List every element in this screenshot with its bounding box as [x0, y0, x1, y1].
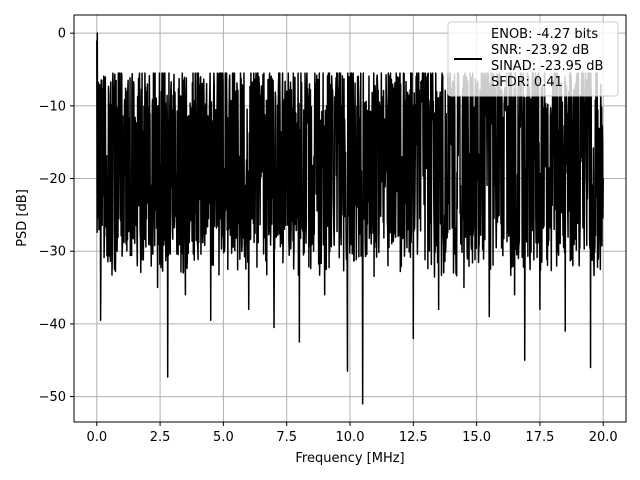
y-tick-label: −50 — [39, 390, 66, 405]
y-tick-label: −20 — [39, 172, 66, 187]
x-tick-label: 15.0 — [462, 430, 491, 445]
x-tick-label: 7.5 — [276, 430, 297, 445]
legend-box — [447, 21, 619, 97]
psd-signal — [96, 32, 604, 405]
x-tick-label: 2.5 — [150, 430, 171, 445]
legend: ENOB: -4.27 bits SNR: -23.92 dB SINAD: -… — [447, 21, 619, 97]
x-tick-label: 0.0 — [86, 430, 107, 445]
psd-series-line — [96, 32, 604, 405]
legend-line-sfdr: SFDR: 0.41 — [491, 75, 563, 90]
x-axis-label: Frequency [MHz] — [295, 451, 404, 466]
x-tick-label: 5.0 — [213, 430, 234, 445]
legend-line-snr: SNR: -23.92 dB — [491, 43, 589, 58]
legend-line-sinad: SINAD: -23.95 dB — [491, 59, 603, 74]
y-tick-label: 0 — [58, 27, 66, 42]
x-tick-label: 20.0 — [589, 430, 618, 445]
y-axis-label: PSD [dB] — [15, 189, 30, 247]
ticks: 0.0 2.5 5.0 7.5 10.0 12.5 15.0 17.5 20.0 0 −10 −20 −… — [39, 27, 618, 445]
legend-line-enob: ENOB: -4.27 bits — [491, 27, 598, 42]
x-tick-label: 10.0 — [336, 430, 365, 445]
y-tick-label: −40 — [39, 317, 66, 332]
y-tick-label: −10 — [39, 99, 66, 114]
x-tick-label: 17.5 — [525, 430, 554, 445]
y-tick-label: −30 — [39, 245, 66, 260]
x-tick-label: 12.5 — [399, 430, 428, 445]
